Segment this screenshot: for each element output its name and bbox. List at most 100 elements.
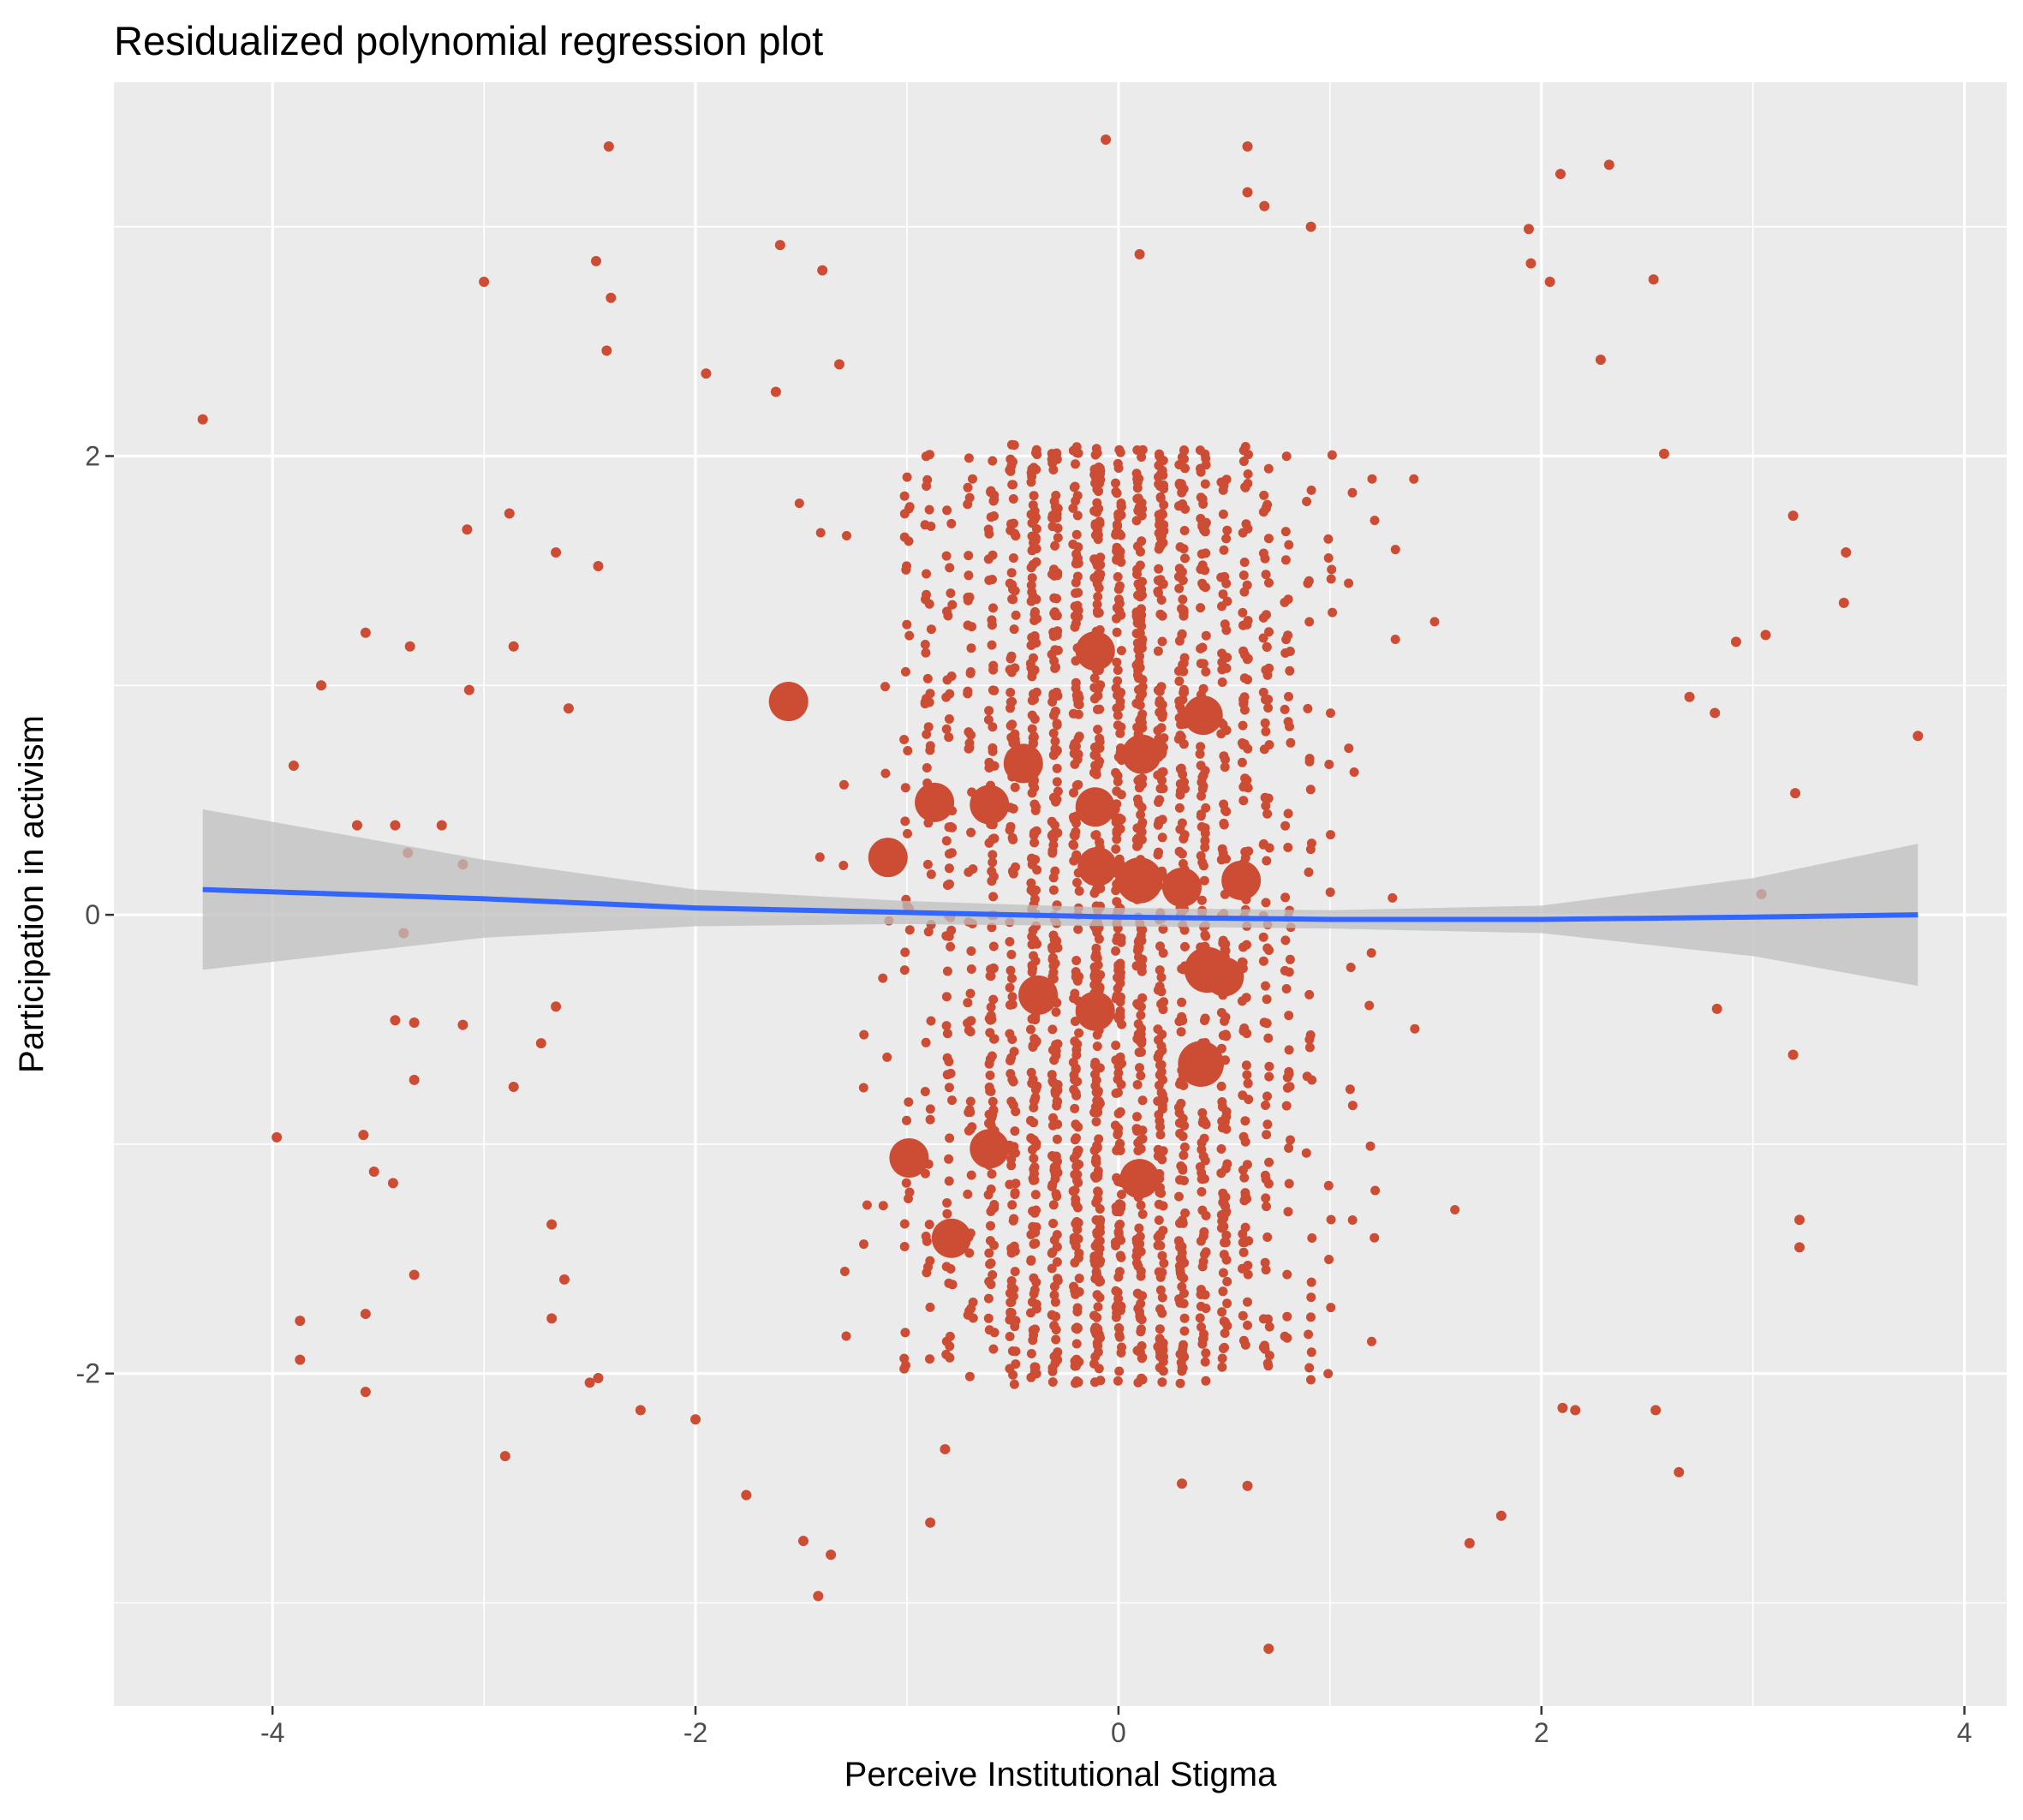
data-point: [1175, 1265, 1185, 1275]
data-point: [1280, 892, 1291, 903]
data-point: [1006, 651, 1017, 661]
data-point: [878, 1201, 888, 1211]
data-point: [1261, 1101, 1270, 1110]
data-point: [1131, 629, 1142, 639]
data-point: [1030, 1238, 1041, 1249]
data-point: [1049, 1290, 1059, 1300]
large-points: [768, 631, 1262, 1258]
data-point: [944, 1154, 954, 1164]
data-point: [968, 864, 978, 874]
data-point: [1304, 1329, 1314, 1340]
data-point: [842, 531, 851, 540]
data-point: [1263, 1644, 1274, 1655]
data-point: [963, 499, 973, 510]
data-point: [1008, 868, 1018, 879]
data-point: [1048, 1219, 1059, 1228]
data-point: [1026, 641, 1036, 650]
data-point: [1196, 467, 1206, 477]
data-point: [964, 1248, 975, 1258]
data-point: [1135, 582, 1145, 593]
data-point: [1238, 720, 1248, 731]
data-point: [1047, 1263, 1057, 1274]
data-point: [1284, 1011, 1294, 1021]
data-point: [1264, 1322, 1274, 1332]
data-point: [1196, 603, 1206, 613]
data-point: [922, 729, 932, 739]
data-point: [1071, 690, 1082, 701]
data-point: [1008, 494, 1018, 504]
data-point: [1179, 445, 1190, 456]
data-point: [1113, 1012, 1123, 1023]
data-point: [1052, 745, 1062, 755]
data-point: [988, 743, 998, 753]
data-point: [880, 768, 891, 779]
data-point: [921, 647, 931, 658]
data-point: [1134, 999, 1144, 1009]
data-point: [1111, 946, 1121, 956]
data-point: [1071, 1354, 1082, 1364]
data-point: [1658, 448, 1669, 459]
data-point: [1220, 1012, 1231, 1023]
data-point: [826, 1549, 837, 1560]
data-point: [1200, 1013, 1210, 1023]
data-point: [1093, 1302, 1103, 1312]
data-point: [985, 1071, 995, 1080]
data-point: [1029, 515, 1040, 525]
data-point: [1113, 676, 1123, 686]
data-point: [1073, 1178, 1083, 1188]
data-point: [1201, 460, 1211, 470]
data-point: [1010, 663, 1020, 673]
data-point: [1114, 1232, 1125, 1243]
data-point: [1216, 1081, 1226, 1091]
data-point: [1095, 1258, 1105, 1268]
data-point: [1345, 1084, 1355, 1095]
data-point: [1133, 665, 1143, 676]
data-point: [1049, 1055, 1059, 1065]
data-point: [1089, 464, 1100, 474]
data-point: [1711, 1003, 1722, 1014]
data-point: [1115, 1052, 1125, 1062]
data-point: [1052, 1257, 1062, 1267]
data-point: [1101, 134, 1112, 145]
data-point: [1370, 516, 1380, 526]
data-point: [1221, 1031, 1232, 1041]
data-point: [1005, 465, 1015, 475]
data-point: [1091, 769, 1101, 779]
data-point: [1239, 1196, 1250, 1206]
data-point: [1052, 1191, 1062, 1202]
data-point: [1073, 924, 1083, 934]
data-point: [964, 551, 974, 561]
data-point: [1089, 743, 1100, 752]
data-point: [903, 746, 913, 755]
data-point: [1221, 474, 1232, 485]
data-point: [1237, 738, 1247, 748]
data-point: [351, 820, 362, 831]
large-data-point: [1122, 734, 1162, 774]
data-point: [947, 600, 958, 610]
data-point: [1155, 1060, 1165, 1071]
data-point: [1089, 888, 1100, 898]
data-point: [1134, 248, 1145, 260]
data-point: [1243, 523, 1253, 534]
data-point: [1051, 1007, 1061, 1017]
data-point: [1178, 1113, 1188, 1124]
data-point: [1197, 1334, 1208, 1345]
data-point: [1069, 840, 1079, 850]
data-point: [1364, 1000, 1375, 1011]
data-point: [1159, 1352, 1168, 1362]
data-point: [1049, 1281, 1059, 1292]
data-point: [1029, 1208, 1040, 1218]
data-point: [984, 706, 994, 716]
data-point: [1217, 1307, 1227, 1317]
large-data-point: [915, 782, 955, 822]
data-point: [925, 1302, 935, 1312]
data-point: [986, 971, 996, 982]
data-point: [1841, 546, 1852, 558]
data-point: [1111, 1089, 1121, 1098]
regression-fit: [202, 809, 1919, 987]
data-point: [1131, 1234, 1142, 1244]
data-point: [1280, 555, 1291, 565]
data-point: [1674, 1466, 1685, 1477]
data-point: [1387, 892, 1398, 903]
data-point: [941, 836, 952, 846]
